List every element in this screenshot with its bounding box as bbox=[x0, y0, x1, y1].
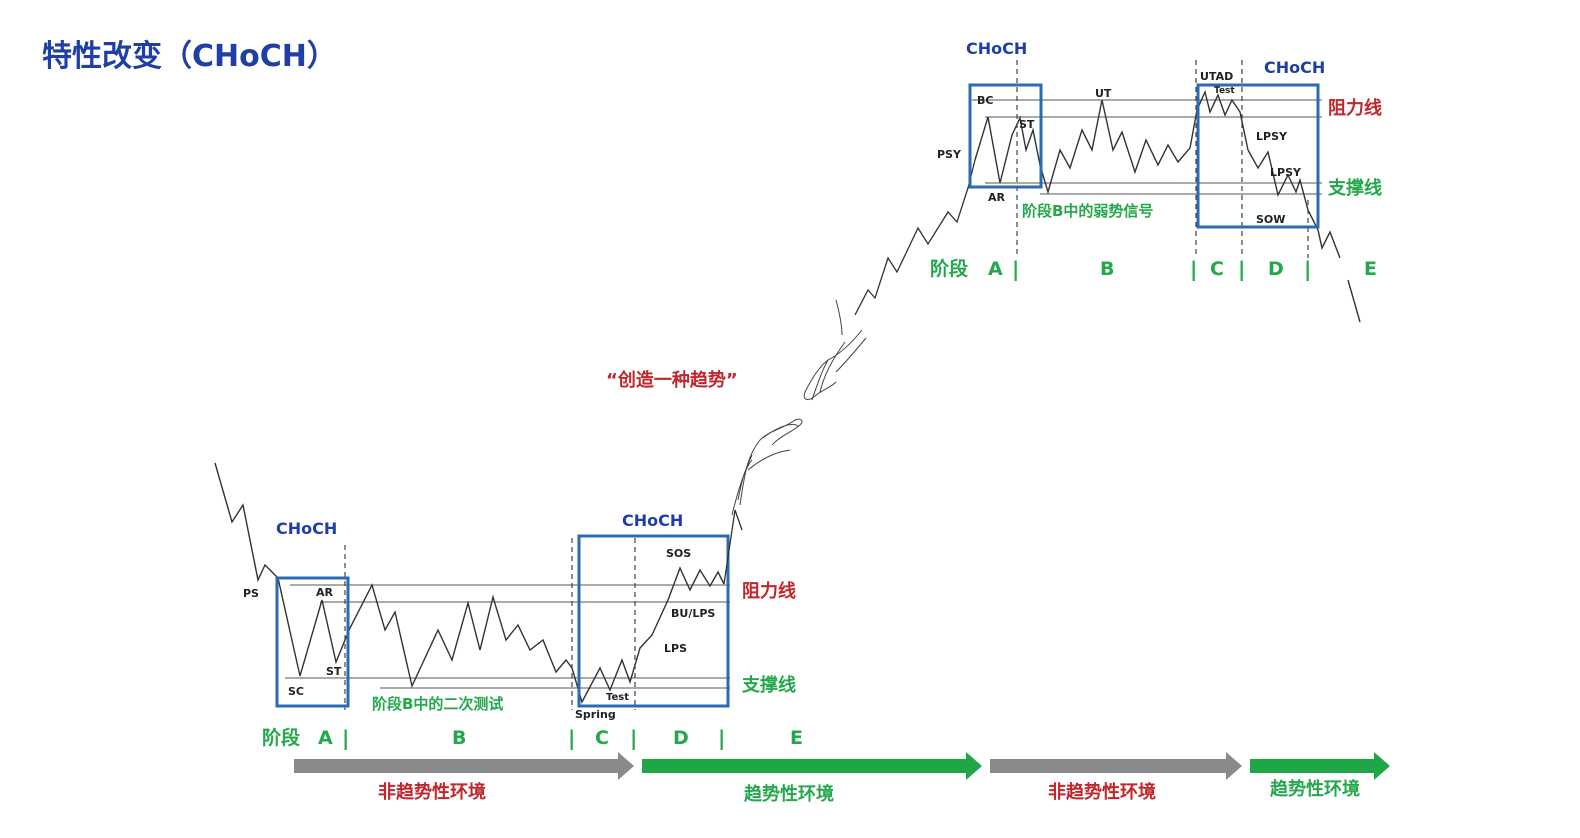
markup-price-path bbox=[723, 509, 743, 585]
environment-arrows: 非趋势性环境 趋势性环境 非趋势性环境 趋势性环境 bbox=[294, 752, 1390, 805]
dist-choch-label-2: CHoCH bbox=[1264, 58, 1325, 77]
dist-phase-word: 阶段 bbox=[930, 257, 969, 280]
arrow-trending-1 bbox=[642, 752, 982, 780]
acc-resistance-label: 阻力线 bbox=[742, 580, 796, 602]
arrow-label-trending-2: 趋势性环境 bbox=[1270, 778, 1360, 800]
dist-event-bc: BC bbox=[977, 94, 993, 107]
acc-event-ps: PS bbox=[243, 587, 259, 600]
acc-event-bu-lps: BU/LPS bbox=[671, 607, 715, 620]
acc-phase-b-note: 阶段B中的二次测试 bbox=[372, 695, 503, 713]
acc-phase-sep: | bbox=[342, 726, 349, 750]
dist-price-path-tail bbox=[1347, 279, 1361, 323]
acc-phase-sep: | bbox=[630, 726, 637, 750]
acc-phase-a: A bbox=[318, 727, 333, 749]
dist-phase-e: E bbox=[1364, 258, 1377, 280]
acc-event-ar: AR bbox=[316, 586, 334, 599]
dist-event-lpsy-2: LPSY bbox=[1270, 166, 1302, 179]
acc-phase-sep: | bbox=[718, 726, 725, 750]
dist-support-label: 支撑线 bbox=[1327, 177, 1382, 199]
dist-event-st: ST bbox=[1019, 118, 1035, 131]
arrow-label-non-trending-2: 非趋势性环境 bbox=[1048, 781, 1156, 803]
acc-event-st: ST bbox=[326, 665, 342, 678]
arrow-label-trending-1: 趋势性环境 bbox=[744, 783, 834, 805]
dist-phase-sep: | bbox=[1190, 257, 1197, 281]
dist-event-utad: UTAD bbox=[1200, 70, 1233, 83]
acc-phase-sep: | bbox=[568, 726, 575, 750]
arrow-label-non-trending-1: 非趋势性环境 bbox=[378, 781, 486, 803]
markup-price-path-upper bbox=[854, 159, 976, 316]
quote-create-trend: “创造一种趋势” bbox=[606, 369, 738, 391]
dist-phase-c: C bbox=[1210, 258, 1224, 280]
dist-choch-label-1: CHoCH bbox=[966, 39, 1027, 58]
acc-phase-word: 阶段 bbox=[262, 726, 301, 749]
dist-event-sow: SOW bbox=[1256, 213, 1285, 226]
dist-event-lpsy-1: LPSY bbox=[1256, 130, 1288, 143]
acc-event-lps: LPS bbox=[664, 642, 687, 655]
dist-phase-b-note: 阶段B中的弱势信号 bbox=[1022, 202, 1153, 220]
dist-event-psy: PSY bbox=[937, 148, 962, 161]
acc-phase-d: D bbox=[673, 727, 689, 749]
acc-choch-label-1: CHoCH bbox=[276, 519, 337, 538]
dist-event-ut: UT bbox=[1095, 87, 1112, 100]
page-title: 特性改变（CHoCH） bbox=[42, 39, 337, 74]
acc-choch-box-2 bbox=[577, 534, 730, 708]
acc-event-sc: SC bbox=[288, 685, 304, 698]
accumulation-schematic: CHoCH CHoCH PS SC AR ST Spring Test SOS … bbox=[214, 462, 803, 750]
dist-resistance-label: 阻力线 bbox=[1328, 97, 1382, 119]
dist-phase-d: D bbox=[1268, 258, 1284, 280]
distribution-schematic: CHoCH CHoCH PSY BC AR ST UT UTAD Test LP… bbox=[930, 39, 1382, 323]
acc-support-label: 支撑线 bbox=[741, 674, 796, 696]
dist-phase-a: A bbox=[988, 258, 1003, 280]
acc-phase-e: E bbox=[790, 727, 803, 749]
acc-phase-c: C bbox=[595, 727, 609, 749]
dist-event-test: Test bbox=[1214, 86, 1235, 96]
dist-phase-sep: | bbox=[1238, 257, 1245, 281]
hands-illustration bbox=[731, 299, 867, 516]
dist-phase-b: B bbox=[1100, 258, 1114, 280]
arrow-non-trending-1 bbox=[294, 752, 634, 780]
acc-event-test: Test bbox=[606, 692, 629, 703]
dist-price-path bbox=[974, 89, 1341, 259]
dist-choch-box-2 bbox=[1196, 83, 1320, 229]
dist-phase-sep: | bbox=[1304, 257, 1311, 281]
arrow-trending-2 bbox=[1250, 752, 1390, 780]
arrow-non-trending-2 bbox=[990, 752, 1242, 780]
dist-choch-box-1 bbox=[968, 83, 1043, 189]
markup-trend: “创造一种趋势” bbox=[606, 159, 976, 585]
dist-phase-sep: | bbox=[1012, 257, 1019, 281]
acc-event-spring: Spring bbox=[575, 708, 616, 721]
acc-phase-b: B bbox=[452, 727, 466, 749]
dist-event-ar: AR bbox=[988, 191, 1006, 204]
acc-choch-label-2: CHoCH bbox=[622, 511, 683, 530]
acc-price-path bbox=[214, 462, 725, 704]
acc-choch-box-1 bbox=[275, 576, 350, 708]
acc-event-sos: SOS bbox=[666, 547, 691, 560]
